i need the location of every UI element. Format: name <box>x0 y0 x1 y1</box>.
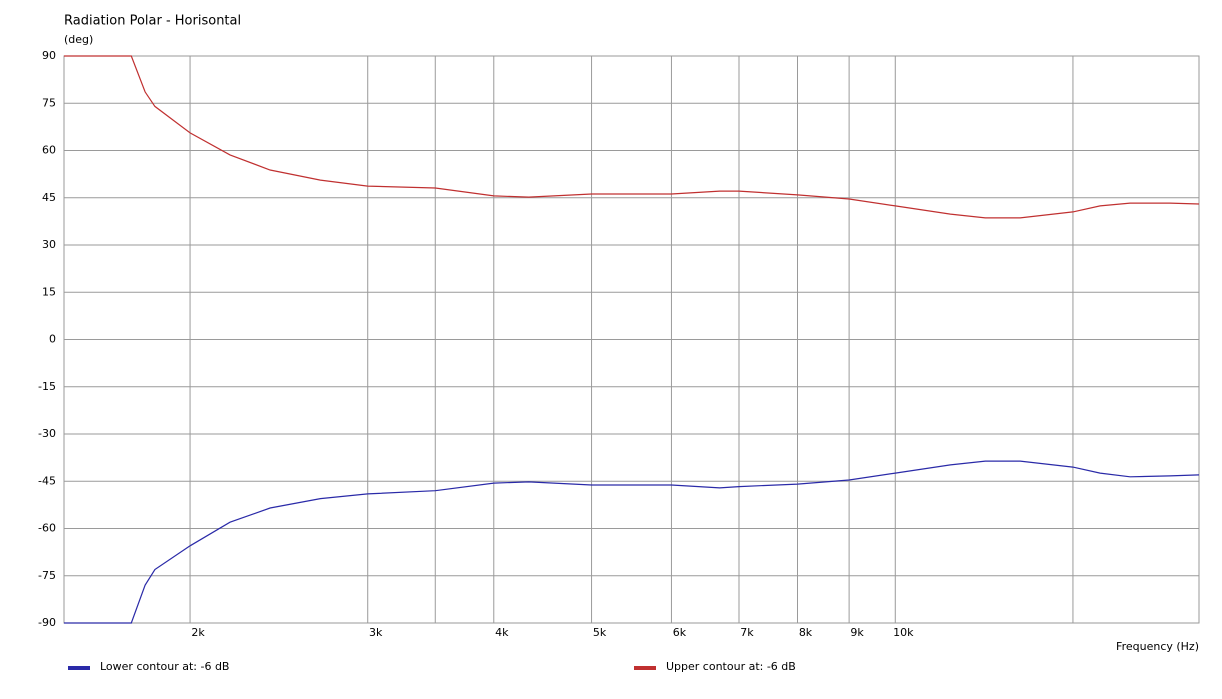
x-axis-label: Frequency (Hz) <box>1116 640 1199 653</box>
y-tick-label: 90 <box>42 49 56 62</box>
chart-title: Radiation Polar - Horisontal <box>64 14 241 29</box>
y-tick-label: -60 <box>38 522 56 535</box>
x-tick-label: 8k <box>799 626 813 639</box>
y-tick-label: 75 <box>42 96 56 109</box>
y-axis-label: (deg) <box>64 33 93 46</box>
x-tick-label: 3k <box>369 626 383 639</box>
y-tick-label: -90 <box>38 616 56 629</box>
x-tick-label: 6k <box>673 626 687 639</box>
plot-border <box>63 55 1200 624</box>
y-tick-label: 60 <box>42 144 56 157</box>
x-tick-label: 7k <box>740 626 754 639</box>
series-line <box>64 55 1200 219</box>
y-tick-label: 0 <box>49 333 56 346</box>
y-tick-label: -30 <box>38 427 56 440</box>
y-tick-label: -75 <box>38 569 56 582</box>
y-tick-label: 15 <box>42 285 56 298</box>
x-tick-label: 4k <box>495 626 509 639</box>
series-line <box>64 460 1200 624</box>
x-tick-label: 10k <box>893 626 914 639</box>
x-tick-label: 5k <box>593 626 607 639</box>
x-tick-label: 9k <box>850 626 864 639</box>
legend-label: Upper contour at: -6 dB <box>666 660 796 673</box>
y-tick-label: -45 <box>38 474 56 487</box>
y-tick-label: 30 <box>42 238 56 251</box>
x-tick-label: 2k <box>191 626 205 639</box>
legend-swatch <box>634 666 656 670</box>
y-tick-label: -15 <box>38 380 56 393</box>
legend-swatch <box>68 666 90 670</box>
legend-label: Lower contour at: -6 dB <box>100 660 229 673</box>
y-tick-label: 45 <box>42 191 56 204</box>
